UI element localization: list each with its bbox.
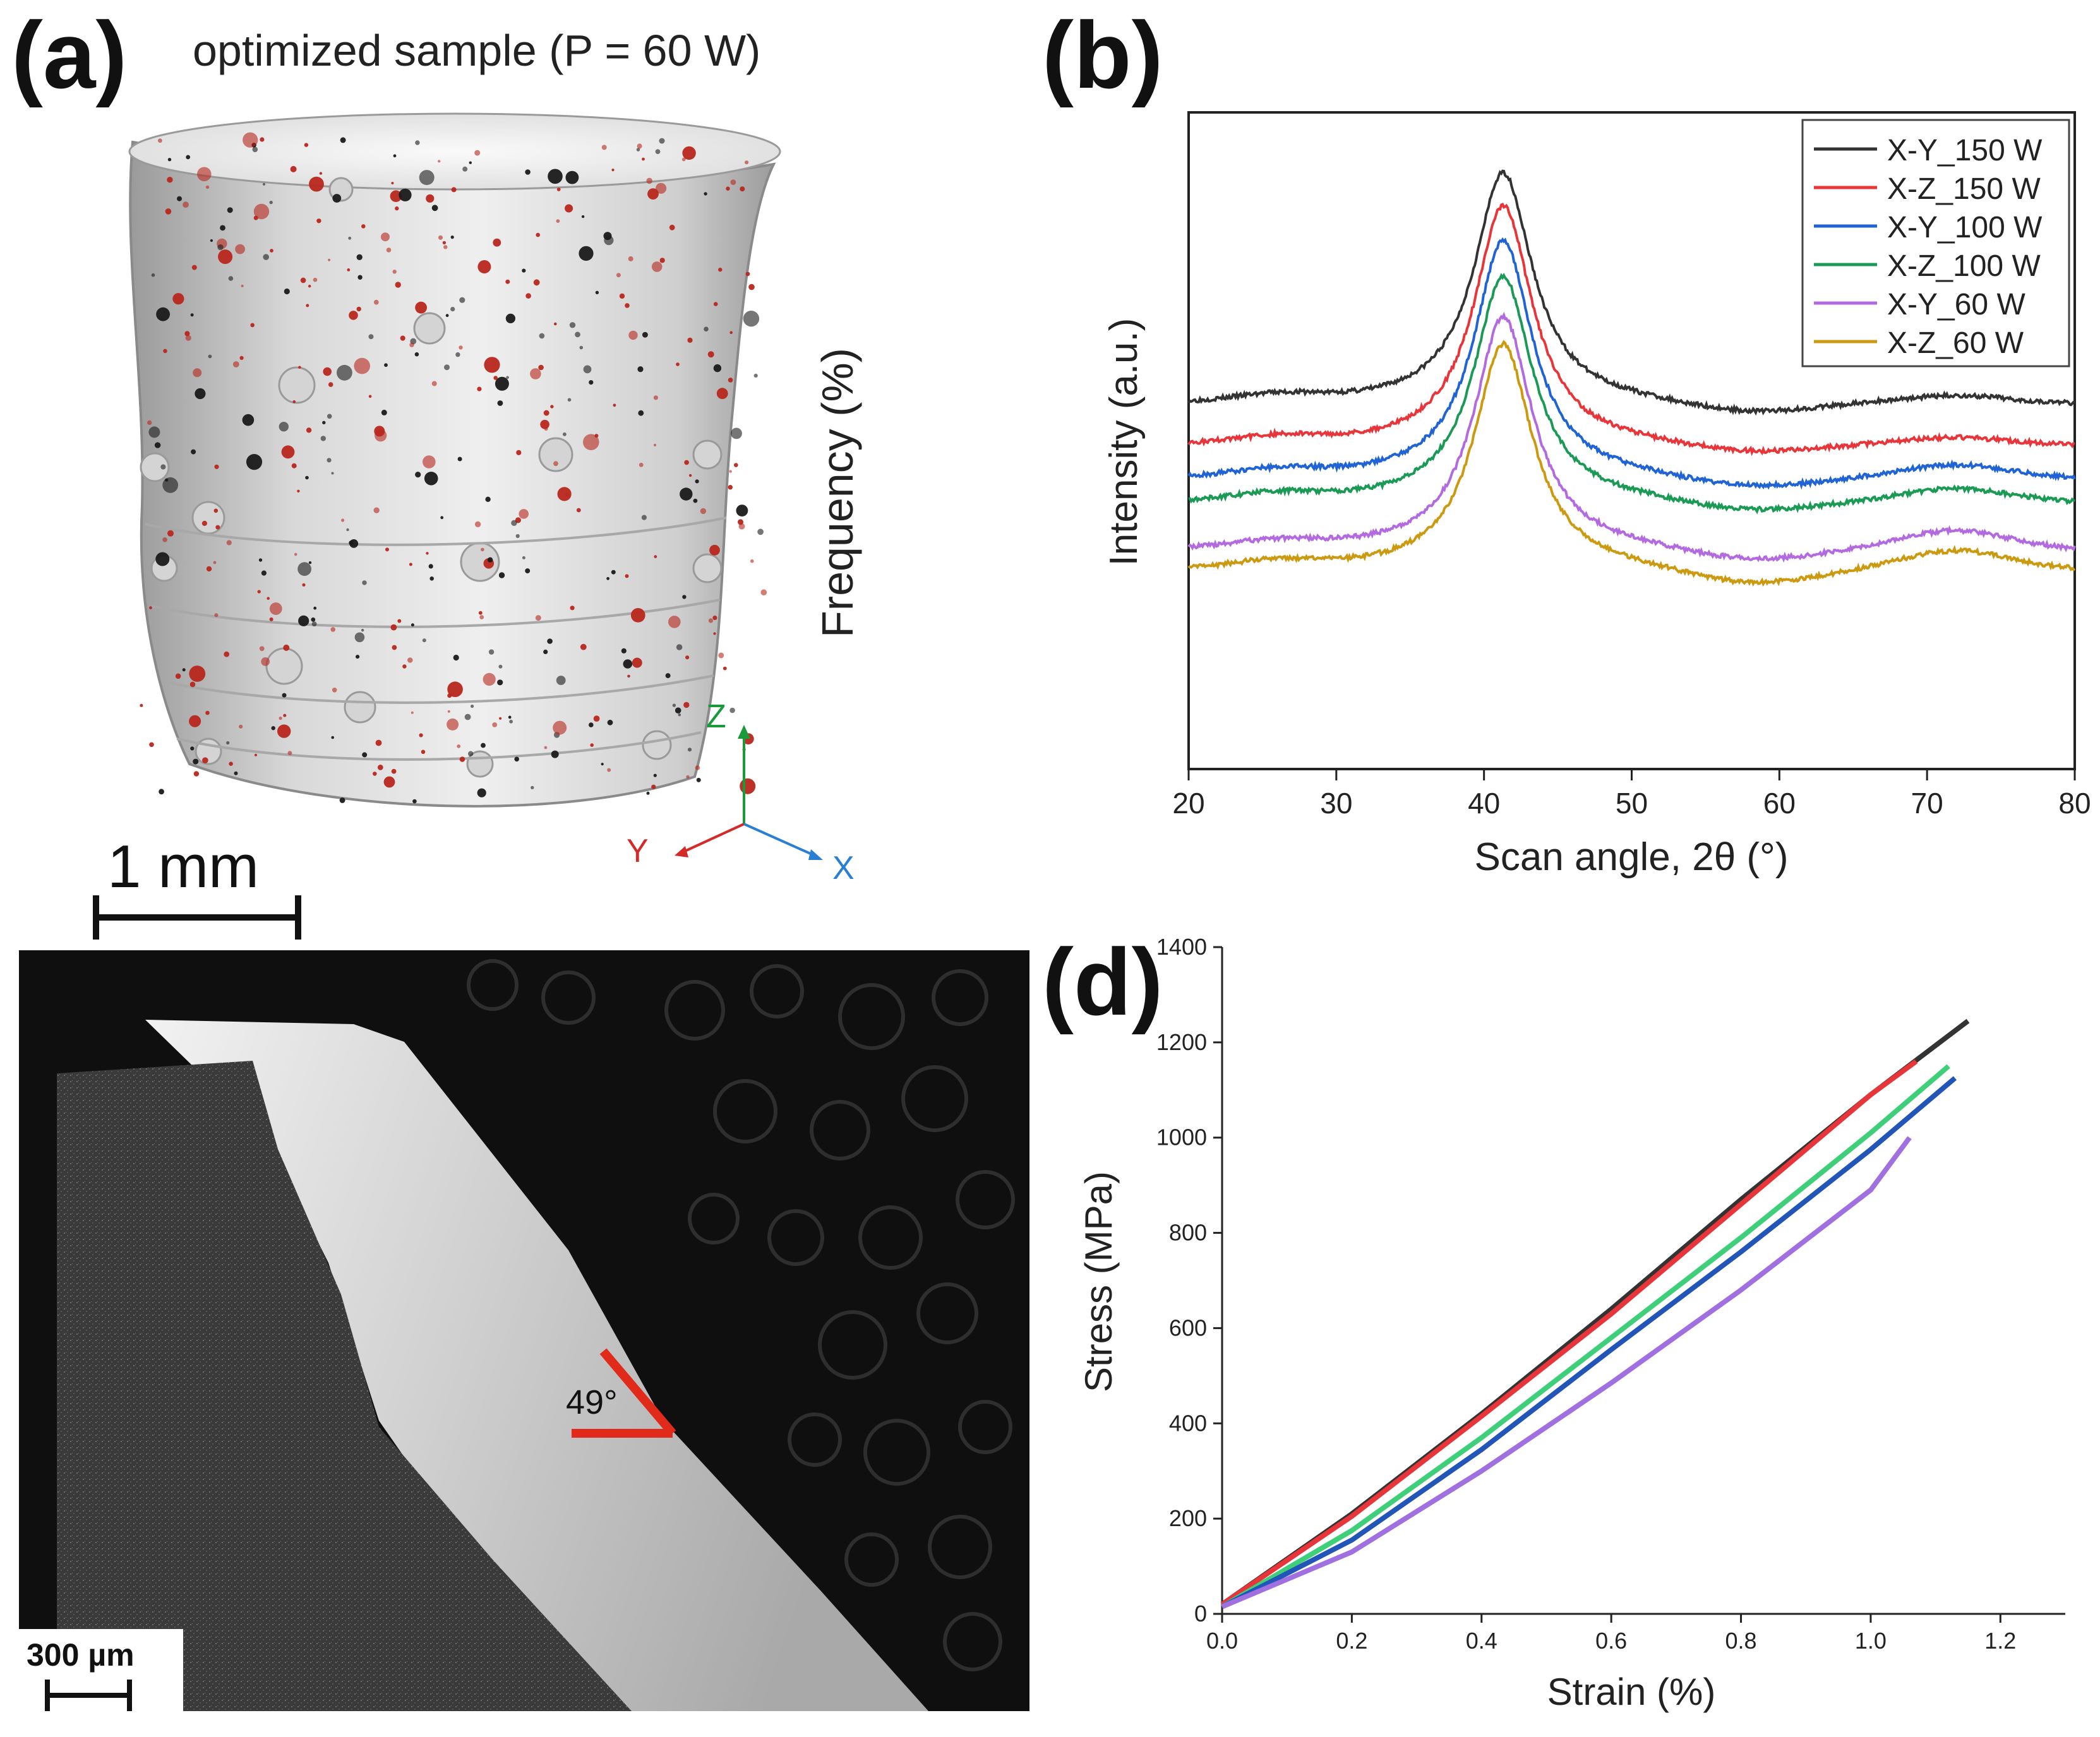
ss-y-tick-label: 1000 <box>1156 1125 1207 1150</box>
ss-x-axis-label: Strain (%) <box>1547 1671 1716 1713</box>
xrd-x-axis-label: Scan angle, 2θ (°) <box>1475 835 1789 879</box>
xrd-series-line <box>1188 272 2075 515</box>
xrd-x-tick-label: 80 <box>2058 787 2091 820</box>
ss-x-tick-label: 0.4 <box>1466 1628 1497 1654</box>
xrd-legend-label: X-Y_100 W <box>1887 211 2043 244</box>
ss-x-tick-label: 1.0 <box>1855 1628 1887 1654</box>
ss-y-tick-label: 400 <box>1169 1410 1207 1436</box>
xrd-legend-label: X-Y_150 W <box>1887 134 2043 167</box>
ss-y-tick-label: 600 <box>1169 1315 1207 1340</box>
xrd-series-line <box>1187 169 2076 416</box>
scale-bar-c-label: 300 µm <box>27 1637 135 1673</box>
ss-series-line <box>1221 1076 1957 1609</box>
ss-y-tick-label: 1200 <box>1156 1029 1207 1055</box>
xrd-x-tick-label: 50 <box>1616 787 1648 820</box>
axis-z-label: Z <box>706 698 726 735</box>
ss-x-tick-label: 0.2 <box>1336 1628 1367 1654</box>
xrd-legend-label: X-Z_150 W <box>1887 172 2041 206</box>
ss-y-tick-label: 1400 <box>1156 934 1207 960</box>
ss-series-line <box>1220 1059 1918 1607</box>
angle-label: 49° <box>566 1383 618 1421</box>
ss-series-line <box>1221 1136 1912 1609</box>
xrd-series-line <box>1187 237 2076 490</box>
ss-x-tick-label: 0.8 <box>1725 1628 1757 1654</box>
ss-x-tick-label: 0.0 <box>1206 1628 1238 1654</box>
ss-x-tick-label: 0.6 <box>1595 1628 1627 1654</box>
xrd-series-line <box>1187 340 2076 587</box>
xrd-legend-label: X-Z_60 W <box>1887 326 2024 360</box>
xrd-legend-box <box>1801 119 2070 367</box>
scale-bar-a-label: 1 mm <box>107 833 259 900</box>
xrd-x-tick-label: 30 <box>1320 787 1352 820</box>
axis-x-label: X <box>832 850 855 886</box>
panel-a-title: optimized sample (P = 60 W) <box>193 26 761 75</box>
xrd-x-tick-label: 70 <box>1911 787 1943 820</box>
axis-y-label: Y <box>627 833 649 869</box>
ss-y-tick-label: 800 <box>1169 1220 1207 1246</box>
ss-y-axis-label: Stress (MPa) <box>1077 1171 1120 1392</box>
xrd-legend-label: X-Y_60 W <box>1887 288 2025 321</box>
xrd-x-tick-label: 60 <box>1763 787 1796 820</box>
ss-x-tick-label: 1.2 <box>1984 1628 2016 1654</box>
xrd-x-tick-label: 20 <box>1172 787 1204 820</box>
xrd-series-line <box>1187 311 2076 563</box>
xrd-y-axis-label: Intensity (a.u.) <box>1102 318 1146 566</box>
xrd-x-tick-label: 40 <box>1468 787 1500 820</box>
panel-a-label: (a) <box>11 2 128 108</box>
ss-y-tick-label: 0 <box>1194 1601 1207 1627</box>
ss-series-line <box>1220 1064 1950 1609</box>
panel-d-label: (d) <box>1042 929 1163 1035</box>
xrd-series-line <box>1187 203 2075 457</box>
ss-y-tick-label: 200 <box>1169 1505 1207 1531</box>
xrd-legend-label: X-Z_100 W <box>1887 249 2041 283</box>
panel-b-label: (b) <box>1042 2 1163 108</box>
